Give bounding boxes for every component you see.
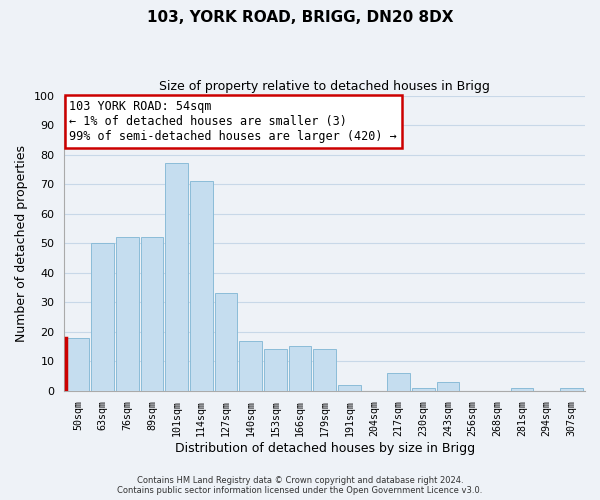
- Bar: [289, 346, 311, 391]
- Bar: [116, 237, 139, 390]
- Bar: [388, 373, 410, 390]
- Text: 103, YORK ROAD, BRIGG, DN20 8DX: 103, YORK ROAD, BRIGG, DN20 8DX: [147, 10, 453, 25]
- Y-axis label: Number of detached properties: Number of detached properties: [15, 144, 28, 342]
- Bar: [560, 388, 583, 390]
- Bar: [437, 382, 460, 390]
- Bar: [67, 338, 89, 390]
- Bar: [313, 350, 336, 391]
- Bar: [412, 388, 435, 390]
- Bar: [91, 243, 114, 390]
- Bar: [264, 350, 287, 391]
- Bar: [511, 388, 533, 390]
- Text: Contains HM Land Registry data © Crown copyright and database right 2024.
Contai: Contains HM Land Registry data © Crown c…: [118, 476, 482, 495]
- Bar: [190, 181, 212, 390]
- Title: Size of property relative to detached houses in Brigg: Size of property relative to detached ho…: [159, 80, 490, 93]
- Bar: [338, 385, 361, 390]
- Text: 103 YORK ROAD: 54sqm
← 1% of detached houses are smaller (3)
99% of semi-detache: 103 YORK ROAD: 54sqm ← 1% of detached ho…: [70, 100, 397, 143]
- Bar: [239, 340, 262, 390]
- Bar: [140, 237, 163, 390]
- Bar: [215, 294, 237, 390]
- X-axis label: Distribution of detached houses by size in Brigg: Distribution of detached houses by size …: [175, 442, 475, 455]
- Bar: [165, 164, 188, 390]
